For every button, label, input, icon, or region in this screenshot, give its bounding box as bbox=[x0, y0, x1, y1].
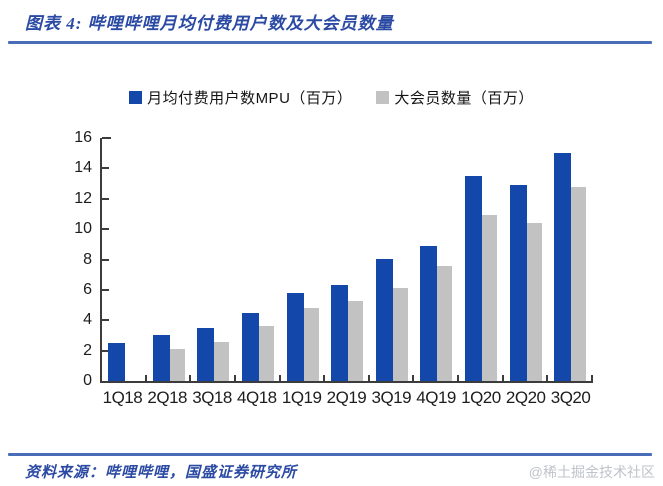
y-tick-label: 4 bbox=[83, 311, 92, 329]
bar-groups bbox=[102, 138, 593, 381]
mpu-bar-4q19 bbox=[420, 246, 438, 381]
x-tick-label: 2Q20 bbox=[505, 388, 546, 407]
x-tick-label: 4Q19 bbox=[416, 388, 456, 407]
bar-group-3q19 bbox=[370, 138, 415, 381]
legend-swatch-premium-icon bbox=[376, 91, 390, 104]
bar-group-1q18 bbox=[102, 138, 147, 381]
y-tick-mark bbox=[102, 167, 109, 170]
y-tick-mark bbox=[102, 137, 111, 139]
mpu-bar-1q18 bbox=[108, 343, 125, 381]
x-tick-label: 2Q19 bbox=[326, 388, 367, 407]
x-tick-label: 3Q20 bbox=[550, 388, 591, 407]
x-tick-mark bbox=[412, 375, 414, 381]
mpu-bar-1q20 bbox=[465, 176, 483, 381]
y-tick-mark bbox=[102, 349, 109, 352]
x-tick-mark bbox=[323, 375, 325, 381]
bar-group-4q18 bbox=[236, 138, 281, 381]
figure-title: 图表 4: 哔哩哔哩月均付费用户数及大会员数量 bbox=[25, 14, 394, 33]
premium-bar-3q20 bbox=[570, 187, 587, 381]
y-axis-labels: 0 2 4 6 8 10 12 14 16 bbox=[48, 129, 92, 389]
x-tick-mark bbox=[591, 375, 593, 381]
y-tick-mark bbox=[102, 197, 109, 200]
y-tick-mark bbox=[102, 258, 109, 261]
x-tick-label: 1Q18 bbox=[102, 388, 143, 407]
y-tick-mark bbox=[102, 319, 109, 322]
bar-group-2q19 bbox=[325, 138, 370, 381]
y-tick-label: 16 bbox=[74, 129, 92, 146]
premium-bar-2q18 bbox=[168, 349, 185, 381]
y-tick-label: 12 bbox=[74, 189, 92, 207]
premium-bar-4q19 bbox=[436, 266, 453, 381]
bar-group-3q18 bbox=[191, 138, 236, 381]
premium-bar-3q19 bbox=[391, 288, 408, 381]
y-tick-label: 14 bbox=[74, 159, 92, 177]
premium-bar-1q20 bbox=[481, 215, 498, 381]
x-tick-label: 3Q18 bbox=[192, 388, 232, 407]
top-divider bbox=[8, 41, 652, 44]
bar-group-3q20 bbox=[548, 138, 593, 381]
x-tick-label: 4Q18 bbox=[237, 388, 277, 407]
legend-item-premium: 大会员数量（百万） bbox=[376, 87, 534, 108]
y-tick-label: 2 bbox=[83, 341, 92, 359]
premium-bar-3q18 bbox=[213, 342, 230, 381]
mpu-bar-3q19 bbox=[375, 259, 393, 381]
x-tick-mark bbox=[189, 375, 191, 381]
mpu-bar-3q20 bbox=[554, 153, 572, 381]
y-tick-mark bbox=[102, 288, 109, 291]
legend-item-mpu: 月均付费用户数MPU（百万） bbox=[129, 87, 352, 108]
x-tick-label: 2Q18 bbox=[147, 388, 188, 407]
premium-bar-2q20 bbox=[525, 223, 542, 381]
x-tick-mark bbox=[546, 375, 548, 381]
x-tick-mark bbox=[368, 375, 370, 381]
mpu-bar-4q18 bbox=[241, 313, 259, 381]
x-tick-label: 1Q20 bbox=[461, 388, 501, 407]
premium-bar-4q18 bbox=[257, 326, 274, 381]
y-tick-label: 8 bbox=[83, 250, 92, 268]
bar-group-1q20 bbox=[459, 138, 504, 381]
x-tick-label: 3Q19 bbox=[371, 388, 412, 407]
bar-group-2q20 bbox=[504, 138, 549, 381]
x-tick-mark bbox=[145, 375, 147, 381]
bar-group-2q18 bbox=[147, 138, 192, 381]
source-note: 资料来源：哔哩哔哩，国盛证券研究所 bbox=[25, 465, 298, 481]
legend-label-premium: 大会员数量（百万） bbox=[394, 90, 534, 107]
x-axis-labels: 1Q18 2Q18 3Q18 4Q18 1Q19 2Q19 3Q19 4Q19 1Q20 2Q20… bbox=[100, 388, 593, 408]
watermark: @稀土掘金技术社区 bbox=[528, 464, 655, 480]
y-tick-label: 6 bbox=[83, 280, 92, 298]
plot-area bbox=[100, 137, 593, 383]
mpu-bar-1q19 bbox=[286, 293, 304, 381]
bar-group-1q19 bbox=[281, 138, 326, 381]
mpu-bar-2q18 bbox=[152, 335, 170, 381]
x-tick-label: 1Q19 bbox=[281, 388, 322, 407]
bottom-divider bbox=[8, 453, 652, 456]
x-tick-mark bbox=[279, 375, 281, 381]
mpu-bar-3q18 bbox=[197, 328, 215, 381]
mpu-bar-2q20 bbox=[509, 185, 527, 381]
y-tick-label: 0 bbox=[83, 372, 92, 389]
y-tick-mark bbox=[102, 228, 109, 231]
premium-bar-2q19 bbox=[347, 301, 364, 381]
legend: 月均付费用户数MPU（百万） 大会员数量（百万） bbox=[0, 87, 663, 108]
x-tick-mark bbox=[502, 375, 504, 381]
y-tick-label: 10 bbox=[74, 220, 92, 238]
x-tick-mark bbox=[457, 375, 459, 381]
x-tick-mark bbox=[234, 375, 236, 381]
mpu-bar-2q19 bbox=[331, 285, 349, 381]
premium-bar-1q19 bbox=[302, 308, 319, 381]
legend-label-mpu: 月均付费用户数MPU（百万） bbox=[147, 90, 353, 107]
bar-group-4q19 bbox=[414, 138, 459, 381]
legend-swatch-mpu-icon bbox=[129, 91, 143, 104]
